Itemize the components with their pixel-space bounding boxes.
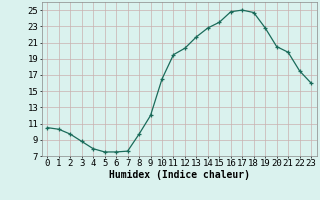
- X-axis label: Humidex (Indice chaleur): Humidex (Indice chaleur): [109, 170, 250, 180]
